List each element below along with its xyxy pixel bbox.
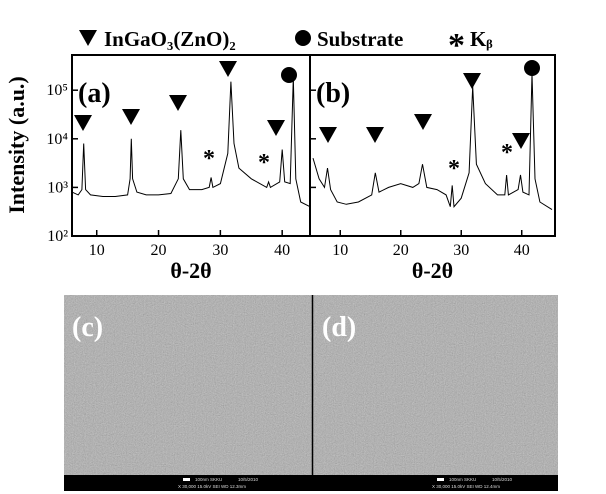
y-tick-label: 10⁵ xyxy=(46,82,68,99)
svg-text:*: * xyxy=(448,156,460,182)
sem-image xyxy=(313,295,558,475)
y-tick-label: 10³ xyxy=(47,179,68,196)
x-tick-label: 40 xyxy=(274,242,290,259)
sem-date: 10/5/2010 xyxy=(238,477,259,482)
legend-triangle xyxy=(79,30,97,46)
y-axis-label: Intensity (a.u.) xyxy=(4,76,29,214)
svg-text:*: * xyxy=(203,146,215,172)
sem-date: 10/5/2010 xyxy=(492,477,513,482)
xrd-curve xyxy=(312,73,553,211)
legend-circle xyxy=(295,30,311,46)
sem-scale: 100nm SKKU xyxy=(195,477,222,482)
svg-text:*: * xyxy=(258,150,270,176)
legend-label: InGaO₃(ZnO)₂ xyxy=(104,27,236,51)
panel-label: (c) xyxy=(72,312,103,343)
sem-info: X 30,000 15.0kV SEI WD 12.4mm xyxy=(432,484,500,489)
x-tick-label: 10 xyxy=(332,242,348,259)
legend-label: Kᵦ xyxy=(470,27,492,51)
panel-label: (d) xyxy=(322,312,356,343)
plots: 10 20 30 40 10² 10³ 10⁴ 10⁵ (a) θ-2θ 10 20 30 40 (b) θ-… xyxy=(46,54,556,283)
panel-label: (a) xyxy=(78,78,111,109)
sem-scale: 100nm SKKU xyxy=(449,477,476,482)
legend-label: Substrate xyxy=(317,27,403,51)
x-tick-label: 10 xyxy=(89,242,105,259)
x-tick-label: 30 xyxy=(453,242,469,259)
sem-image xyxy=(64,295,312,475)
legend: InGaO₃(ZnO)₂ Substrate * Kᵦ xyxy=(79,27,492,64)
x-axis-label: θ-2θ xyxy=(412,258,453,283)
plot-frame xyxy=(309,54,556,237)
sem-images: (c) (d) 100nm SKKU 10/5/2010 X 30,000 15… xyxy=(64,295,558,491)
y-tick-label: 10² xyxy=(47,228,68,245)
sem-info: X 30,000 15.0kV SEI WD 12.3mm xyxy=(178,484,246,489)
panel-label: (b) xyxy=(316,78,350,109)
x-axis-label: θ-2θ xyxy=(170,258,211,283)
xrd-curve xyxy=(71,77,311,208)
peak-markers: * * * * xyxy=(74,60,540,182)
x-tick-label: 20 xyxy=(151,242,167,259)
x-tick-label: 20 xyxy=(393,242,409,259)
y-tick-label: 10⁴ xyxy=(46,131,68,148)
x-tick-label: 40 xyxy=(514,242,530,259)
svg-text:*: * xyxy=(501,140,513,166)
x-tick-label: 30 xyxy=(212,242,228,259)
legend-asterisk: * xyxy=(448,27,465,64)
